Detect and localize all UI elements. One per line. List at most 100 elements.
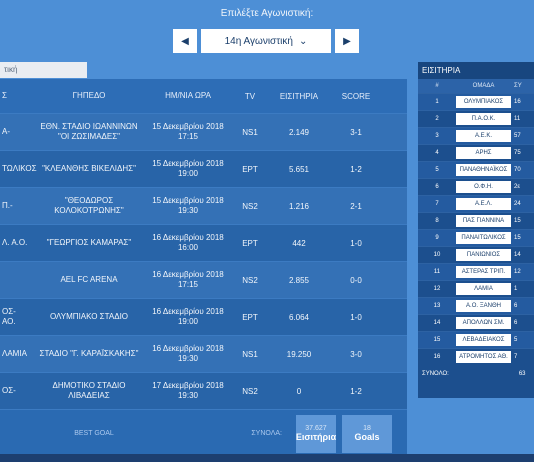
match-stadium: "ΘΕΟΔΩΡΟΣ ΚΟΛΟΚΟΤΡΩΝΗΣ": [54, 196, 124, 215]
matches-table-footer: BEST GOAL ΣΥΝΟΛΑ: 37.627 Εισιτήρια 18 Go…: [0, 409, 407, 457]
match-date: 16 Δεκεμβρίου 2018: [152, 307, 224, 316]
ranking-team: ΑΣΤΕΡΑΣ ΤΡΙΠ.: [456, 266, 511, 278]
best-goal-label: BEST GOAL: [74, 430, 114, 437]
next-round-button[interactable]: ▶: [335, 29, 359, 53]
round-select-value: 14η Αγωνιστική: [224, 35, 293, 47]
ranking-position: 14: [433, 320, 441, 326]
match-score: 1-0: [350, 238, 362, 248]
caret-left-icon: ◀: [181, 35, 189, 47]
ranking-team: Α.Ο. ΞΑΝΘΗ: [456, 300, 511, 312]
match-teams: ΟΣ-: [2, 386, 16, 395]
goals-total-label: Goals: [354, 432, 380, 442]
matches-table-header: Σ ΓΗΠΕΔΟ ΗΜ/ΝΙΑ ΩΡΑ TV ΕΙΣΙΤΗΡΙΑ SCORE: [0, 79, 407, 113]
match-date: 16 Δεκεμβρίου 2018: [152, 270, 224, 279]
tab-matches[interactable]: τική: [0, 62, 87, 78]
list-item: 8 ΠΑΣ ΓΙΑΝΝΙΝΑ 15: [418, 212, 534, 229]
match-datetime: 16 Δεκεμβρίου 2018 16:00: [148, 233, 228, 253]
match-tickets: 5.651: [288, 164, 310, 174]
match-datetime: 15 Δεκεμβρίου 2018 17:15: [148, 122, 228, 142]
match-score: 0-0: [350, 275, 362, 285]
match-tv: NS1: [242, 127, 258, 137]
list-item: 9 ΠΑΝΑΙΤΩΛΙΚΟΣ 15: [418, 229, 534, 246]
header-team: ΟΜΑΔΑ: [472, 83, 495, 89]
round-select-dropdown[interactable]: 14η Αγωνιστική ⌄: [201, 29, 331, 53]
goals-total-value: 18: [363, 425, 371, 432]
ranking-team: ΠΑΣ ΓΙΑΝΝΙΝΑ: [456, 215, 511, 227]
match-tickets: 19.250: [286, 349, 312, 359]
match-tickets: 1.216: [288, 201, 310, 211]
match-teams: ΤΩΛΙΚΟΣ: [2, 164, 37, 173]
table-row: Π.- "ΘΕΟΔΩΡΟΣ ΚΟΛΟΚΟΤΡΩΝΗΣ" 15 Δεκεμβρίο…: [0, 187, 407, 224]
table-row: ΟΣ- ΔΗΜΟΤΙΚΟ ΣΤΑΔΙΟ ΛΙΒΑΔΕΙΑΣ 17 Δεκεμβρ…: [0, 372, 407, 409]
ranking-value: 12: [514, 269, 521, 275]
ranking-value: 1: [514, 286, 518, 292]
ranking-position: 1: [435, 99, 439, 105]
match-score: 1-2: [350, 386, 362, 396]
match-score: 1-0: [350, 312, 362, 322]
match-stadium: "ΚΛΕΑΝΘΗΣ ΒΙΚΕΛΙΔΗΣ": [42, 164, 136, 173]
match-score: 3-1: [350, 127, 362, 137]
match-date: 15 Δεκεμβρίου 2018: [152, 196, 224, 205]
ranking-position: 7: [435, 201, 439, 207]
match-score: 1-2: [350, 164, 362, 174]
match-stadium: ΟΛΥΜΠΙΑΚΟ ΣΤΑΔΙΟ: [49, 312, 129, 321]
tickets-ranking-header: # ΟΜΑΔΑ ΣΥ: [418, 79, 534, 93]
tickets-ranking-footer: ΣΥΝΟΛΟ: 63: [418, 365, 534, 382]
ranking-team: ΟΛΥΜΠΙΑΚΟΣ: [456, 96, 511, 108]
ranking-position: 13: [433, 303, 441, 309]
prev-round-button[interactable]: ◀: [173, 29, 197, 53]
list-item: 11 ΑΣΤΕΡΑΣ ΤΡΙΠ. 12: [418, 263, 534, 280]
match-tv: NS2: [242, 201, 258, 211]
ranking-team: ΛΕΒΑΔΕΙΑΚΟΣ: [456, 334, 511, 346]
match-datetime: 16 Δεκεμβρίου 2018 17:15: [148, 270, 228, 290]
table-row: ΤΩΛΙΚΟΣ "ΚΛΕΑΝΘΗΣ ΒΙΚΕΛΙΔΗΣ" 15 Δεκεμβρί…: [0, 150, 407, 187]
match-tv: NS2: [242, 275, 258, 285]
matches-table: Σ ΓΗΠΕΔΟ ΗΜ/ΝΙΑ ΩΡΑ TV ΕΙΣΙΤΗΡΙΑ SCORE Α…: [0, 79, 407, 457]
header-teams: Σ: [2, 91, 7, 100]
header-value: ΣΥ: [514, 83, 522, 89]
totals-label: ΣΥΝΟΛΑ:: [251, 430, 282, 437]
ranking-value: 16: [514, 99, 521, 105]
match-time: 19:30: [177, 206, 199, 215]
ranking-value: 24: [514, 201, 521, 207]
goals-total-box: 18 Goals: [342, 414, 392, 453]
ranking-position: 5: [435, 167, 439, 173]
match-tickets: 0: [296, 386, 302, 396]
ranking-position: 15: [433, 337, 441, 343]
ranking-value: 11: [514, 116, 521, 122]
match-tickets: 442: [292, 238, 306, 248]
round-navigation: ◀ 14η Αγωνιστική ⌄ ▶: [173, 29, 359, 53]
match-teams: Α-: [2, 127, 10, 136]
match-teams: Λ. Α.Ο.: [2, 238, 28, 247]
match-time: 19:30: [177, 391, 199, 400]
ranking-position: 12: [433, 286, 441, 292]
match-datetime: 16 Δεκεμβρίου 2018 19:00: [148, 307, 228, 327]
header-stadium: ΓΗΠΕΔΟ: [72, 91, 106, 100]
list-item: 10 ΠΑΝΙΩΝΙΟΣ 14: [418, 246, 534, 263]
ranking-value: 2ε: [514, 184, 521, 190]
match-time: 19:30: [177, 354, 199, 363]
match-time: 19:00: [177, 317, 199, 326]
ranking-team: ΛΑΜΙΑ: [456, 283, 511, 295]
match-datetime: 17 Δεκεμβρίου 2018 19:30: [148, 381, 228, 401]
ranking-value: 15: [514, 218, 521, 224]
list-item: 12 ΛΑΜΙΑ 1: [418, 280, 534, 297]
header-tickets: ΕΙΣΙΤΗΡΙΑ: [279, 91, 319, 101]
match-stadium: ΔΗΜΟΤΙΚΟ ΣΤΑΔΙΟ ΛΙΒΑΔΕΙΑΣ: [52, 381, 126, 400]
ranking-value: 75: [514, 150, 521, 156]
match-stadium: AEL FC ARENA: [60, 275, 118, 284]
tickets-ranking-total-label: ΣΥΝΟΛΟ:: [422, 370, 449, 377]
match-date: 16 Δεκεμβρίου 2018: [152, 344, 224, 353]
list-item: 16 ΑΤΡΟΜΗΤΟΣ ΑΘ. 7: [418, 348, 534, 365]
match-stadium: ΕΘΝ. ΣΤΑΔΙΟ ΙΩΑΝΝΙΝΩΝ "ΟΙ ΖΩΣΙΜΑΔΕΣ": [40, 122, 138, 141]
tickets-ranking-title: ΕΙΣΙΤΗΡΙΑ: [418, 62, 534, 79]
tickets-ranking-total-value: 63: [518, 370, 526, 377]
match-time: 17:15: [177, 132, 199, 141]
match-tv: ΕΡΤ: [242, 312, 258, 322]
ranking-value: 6: [514, 303, 518, 309]
round-selector-title: Επιλέξτε Αγωνιστική:: [220, 8, 314, 19]
list-item: 1 ΟΛΥΜΠΙΑΚΟΣ 16: [418, 93, 534, 110]
match-stadium: ΣΤΑΔΙΟ "Γ. ΚΑΡΑΪΣΚΑΚΗΣ": [39, 349, 139, 358]
ranking-value: 57: [514, 133, 521, 139]
tickets-total-box: 37.627 Εισιτήρια: [296, 414, 336, 453]
